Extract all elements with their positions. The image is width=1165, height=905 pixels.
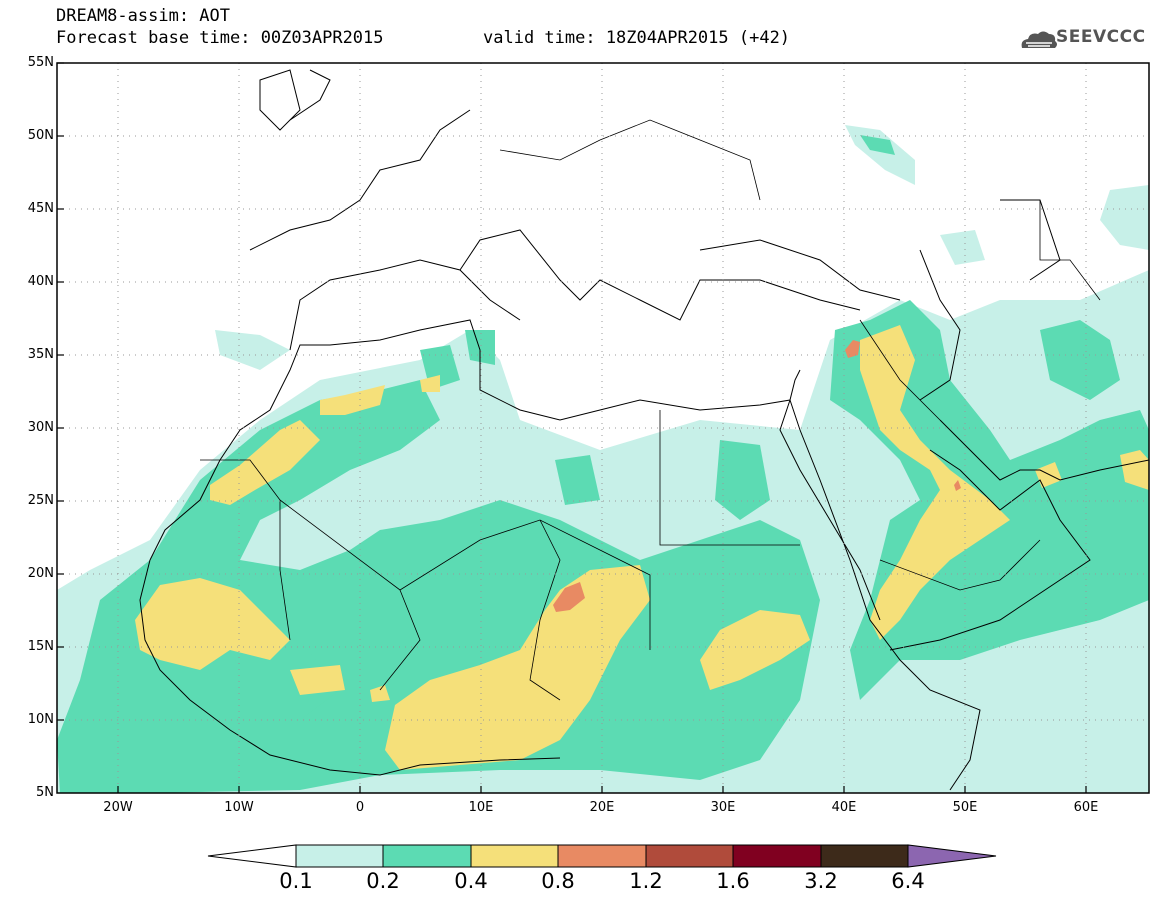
aot-field bbox=[57, 125, 1149, 793]
lon-label: 60E bbox=[1073, 800, 1099, 815]
colorbar-label: 6.4 bbox=[891, 869, 925, 893]
coastlines bbox=[139, 69, 1149, 791]
cloud-logo-icon bbox=[1021, 31, 1057, 48]
colorbar-bin-1 bbox=[295, 844, 384, 868]
lat-label: 15N bbox=[27, 639, 54, 654]
lon-label: 0 bbox=[355, 800, 365, 815]
lat-label: 45N bbox=[27, 201, 54, 216]
colorbar-over-arrow bbox=[907, 844, 997, 868]
colorbar-label: 3.2 bbox=[804, 869, 838, 893]
lat-label: 55N bbox=[27, 55, 54, 70]
lon-label: 40E bbox=[831, 800, 857, 815]
colorbar-under-arrow bbox=[207, 844, 297, 868]
base-time: Forecast base time: 00Z03APR2015 bbox=[56, 28, 384, 48]
colorbar-bin-3 bbox=[470, 844, 559, 868]
lon-label: 10W bbox=[224, 800, 254, 815]
lat-label: 40N bbox=[27, 274, 54, 289]
seevccc-logo: SEEVCCC bbox=[1056, 27, 1146, 47]
colorbar-label: 0.1 bbox=[279, 869, 313, 893]
colorbar-label: 1.6 bbox=[716, 869, 750, 893]
lat-label: 35N bbox=[27, 347, 54, 362]
tick-marks bbox=[57, 62, 1087, 793]
colorbar-bin-7 bbox=[820, 844, 909, 868]
colorbar-bin-2 bbox=[382, 844, 472, 868]
lat-label: 25N bbox=[27, 493, 54, 508]
lat-label: 5N bbox=[36, 785, 54, 800]
graticule bbox=[57, 63, 1149, 793]
colorbar-label: 0.8 bbox=[541, 869, 575, 893]
lat-label: 30N bbox=[27, 420, 54, 435]
colorbar-label: 1.2 bbox=[629, 869, 663, 893]
lat-label: 50N bbox=[27, 128, 54, 143]
colorbar-label: 0.2 bbox=[366, 869, 400, 893]
valid-time: valid time: 18Z04APR2015 (+42) bbox=[483, 28, 791, 48]
lat-label: 20N bbox=[27, 566, 54, 581]
lon-label: 50E bbox=[952, 800, 978, 815]
colorbar-bin-6 bbox=[732, 844, 822, 868]
lon-label: 20E bbox=[589, 800, 615, 815]
lon-label: 10E bbox=[468, 800, 494, 815]
colorbar-bin-5 bbox=[645, 844, 734, 868]
colorbar bbox=[207, 844, 997, 868]
lon-label: 20W bbox=[103, 800, 133, 815]
colorbar-label: 0.4 bbox=[454, 869, 488, 893]
lon-label: 30E bbox=[710, 800, 736, 815]
lat-label: 10N bbox=[27, 712, 54, 727]
colorbar-bin-4 bbox=[557, 844, 647, 868]
map-title: DREAM8-assim: AOT bbox=[56, 6, 230, 26]
